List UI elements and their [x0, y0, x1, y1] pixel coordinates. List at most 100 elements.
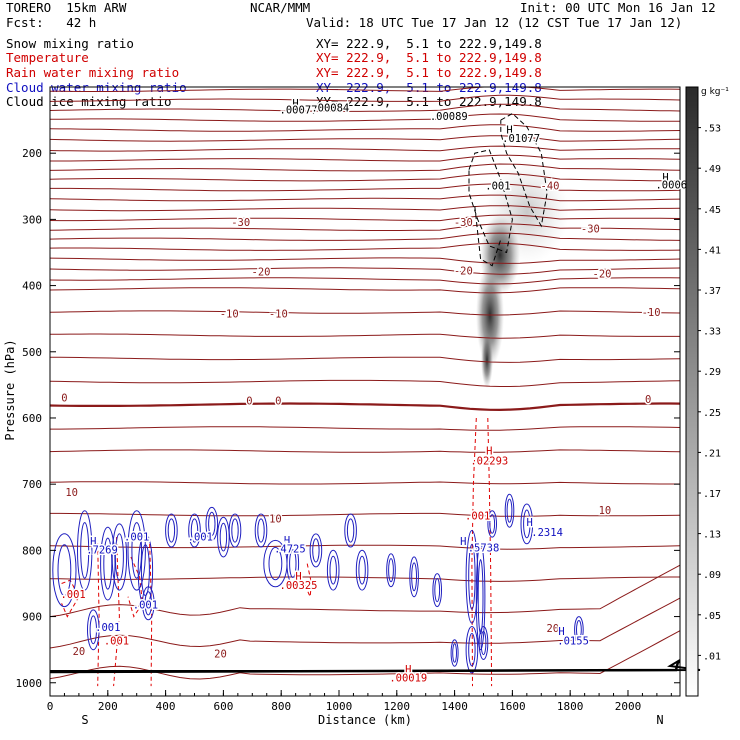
x-tick-label: 1000 — [326, 700, 353, 713]
model-title: TORERO 15km ARW — [6, 0, 127, 15]
cloud-water-contour — [487, 510, 498, 538]
init-time: Init: 00 UTC Mon 16 Jan 12 — [520, 0, 716, 15]
temperature-isotherm — [50, 597, 680, 649]
cloud-water-contour — [80, 522, 90, 579]
cloud-water-contour — [231, 518, 239, 543]
y-tick-label: 800 — [22, 544, 42, 557]
temperature-isotherm — [50, 214, 680, 222]
colorbar-label: .05 — [703, 611, 721, 622]
plot-frame — [49, 86, 681, 697]
temperature-label: 10 — [269, 514, 282, 526]
cloud-water-label: H — [558, 626, 564, 638]
cloud-water-contour — [127, 510, 146, 591]
x-tick-label: 200 — [98, 700, 118, 713]
temperature-isotherm — [50, 379, 680, 387]
temperature-isotherm — [50, 94, 680, 102]
cloud-water-contour — [77, 510, 93, 591]
temperature-isotherm — [50, 310, 680, 316]
cloud-water-label: .001 — [133, 600, 158, 612]
cloud-water-contour — [254, 513, 268, 548]
temperature-isotherm — [50, 135, 680, 142]
field-snow: Snow mixing ratio — [6, 36, 134, 51]
cloud-water-contour — [346, 518, 355, 543]
cloud-water-contour — [358, 555, 366, 585]
y-tick-label: 700 — [22, 478, 42, 491]
cloud-water-contour — [114, 533, 124, 581]
temperature-isotherm — [50, 172, 680, 182]
cloud-water-label: H — [284, 535, 290, 547]
field-cloud-ice: Cloud ice mixing ratio — [6, 94, 172, 109]
cloud-water-contour — [268, 546, 283, 581]
cloud-ice-label: .00089 — [430, 111, 468, 123]
cloud-water-label: .7269 — [86, 545, 118, 557]
cloud-water-label: H — [460, 536, 466, 548]
temperature-label: 20 — [214, 649, 227, 661]
cloud-water-label: .0155 — [557, 635, 589, 647]
cloud-water-contour — [89, 615, 98, 645]
cloud-water-label: .001 — [95, 622, 120, 634]
y-tick-label: 200 — [22, 147, 42, 160]
temperature-label: -20 — [454, 265, 473, 277]
cloud-water-contour — [355, 549, 369, 591]
cloud-water-contour — [468, 633, 476, 667]
temperature-isotherm — [50, 242, 680, 251]
temperature-label: -40 — [541, 181, 560, 193]
temperature-isotherm — [50, 194, 680, 202]
colorbar-label: .45 — [703, 205, 721, 216]
colorbar-label: .09 — [703, 570, 721, 581]
cloud-water-contour — [523, 509, 531, 539]
cloud-water-contour — [217, 516, 230, 558]
cloud-ice-contours — [468, 112, 548, 267]
cloud-water-label: .001 — [124, 531, 149, 543]
y-tick-label: 900 — [22, 611, 42, 624]
colorbar-label: .21 — [703, 448, 721, 459]
cloud-water-contour — [144, 591, 153, 616]
temperature-isotherm — [50, 564, 680, 618]
y-tick-label: 400 — [22, 280, 42, 293]
cloud-ice-label: .00084 — [311, 103, 349, 115]
temperature-label: -10 — [642, 307, 661, 319]
cloud-water-contour — [450, 639, 459, 667]
colorbar-label: .25 — [703, 408, 721, 419]
temperature-label: 0 — [645, 394, 651, 406]
terrain-surface — [49, 660, 680, 674]
colorbar-label: .13 — [703, 530, 721, 541]
rain-label: H — [405, 664, 411, 676]
cloud-water-contours — [52, 493, 584, 674]
cloud-ice-label: H — [292, 98, 298, 110]
temperature-isotherm — [50, 103, 680, 112]
cloud-water-contour — [475, 543, 486, 651]
cloud-water-contour — [504, 493, 515, 528]
cloud-water-contour — [344, 513, 357, 548]
rain-label: .001 — [465, 510, 490, 522]
cloud-water-contour — [190, 518, 199, 543]
rain-label: H — [295, 571, 301, 583]
cloud-water-contour — [309, 533, 323, 568]
cloud-water-contour — [432, 573, 443, 608]
temperature-isotherm — [50, 124, 680, 132]
x-tick-label: 2000 — [615, 700, 642, 713]
temperature-isotherm — [50, 449, 680, 453]
org-label: NCAR/MMM — [250, 0, 311, 15]
x-tick-label: 1600 — [499, 700, 526, 713]
field-temperature: Temperature — [6, 50, 89, 65]
cloud-water-contour — [167, 518, 176, 543]
x-tick-label: 1400 — [441, 700, 468, 713]
cloud-water-contour — [465, 530, 479, 624]
y-axis-label: Pressure (hPa) — [3, 339, 17, 440]
temperature-isotherm — [50, 183, 680, 192]
cloud-water-contour — [312, 538, 320, 563]
field-snow-xy: XY= 222.9, 5.1 to 222.9,149.8 — [316, 36, 542, 51]
temperature-isotherm — [50, 277, 680, 285]
cloud-water-contour — [52, 533, 77, 608]
north-label: N — [656, 713, 663, 727]
y-tick-label: 500 — [22, 346, 42, 359]
temperature-isotherm — [50, 145, 680, 152]
rain-contour — [97, 543, 100, 687]
temperature-label: 0 — [246, 396, 252, 408]
temperature-isotherm — [50, 223, 680, 231]
cloud-water-contour — [289, 549, 297, 578]
x-tick-label: 800 — [271, 700, 291, 713]
cloud-water-contour — [219, 522, 228, 552]
cloud-ice-contour — [468, 149, 513, 254]
